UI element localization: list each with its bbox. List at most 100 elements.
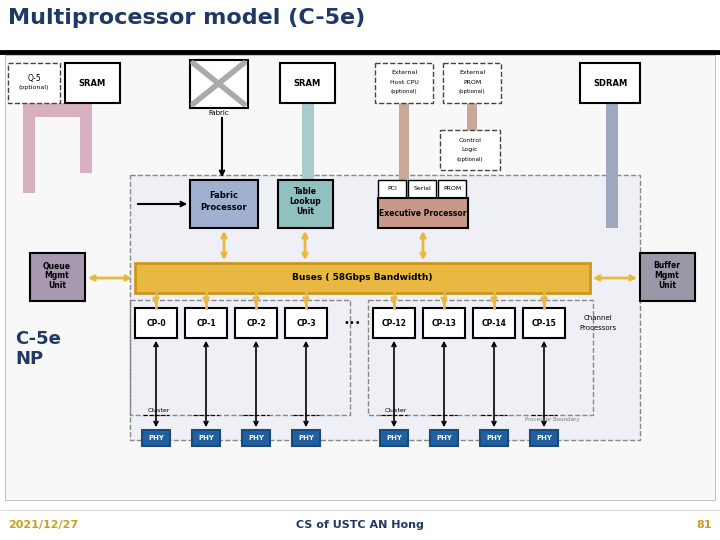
Text: Cluster: Cluster bbox=[385, 408, 408, 413]
Bar bbox=[285, 308, 327, 338]
Text: Unit: Unit bbox=[296, 207, 314, 217]
Bar bbox=[440, 130, 500, 170]
Text: Mgmt: Mgmt bbox=[654, 272, 680, 280]
Bar bbox=[192, 430, 220, 446]
Bar bbox=[185, 308, 227, 338]
Text: (optional): (optional) bbox=[391, 89, 418, 93]
Text: Cluster: Cluster bbox=[148, 408, 171, 413]
Bar bbox=[135, 263, 590, 293]
Text: Logic: Logic bbox=[462, 147, 478, 152]
Text: PHY: PHY bbox=[536, 435, 552, 441]
Text: PROM: PROM bbox=[463, 79, 481, 84]
Bar bbox=[640, 253, 695, 301]
Text: CP-3: CP-3 bbox=[296, 319, 316, 327]
Bar bbox=[443, 63, 501, 103]
Text: C-5e: C-5e bbox=[15, 330, 61, 348]
Bar bbox=[467, 103, 477, 163]
Bar bbox=[142, 430, 170, 446]
Text: Processors: Processors bbox=[580, 325, 616, 331]
Bar bbox=[130, 300, 350, 415]
Bar bbox=[65, 63, 120, 103]
Text: Control: Control bbox=[459, 138, 482, 144]
Bar bbox=[278, 180, 333, 228]
Text: PHY: PHY bbox=[298, 435, 314, 441]
Bar bbox=[302, 103, 314, 183]
Text: PHY: PHY bbox=[148, 435, 164, 441]
Text: SRAM: SRAM bbox=[293, 78, 320, 87]
Bar bbox=[5, 55, 715, 500]
Text: •••: ••• bbox=[343, 318, 361, 328]
Text: CP-12: CP-12 bbox=[382, 319, 406, 327]
Text: Serial: Serial bbox=[413, 186, 431, 192]
Bar bbox=[368, 300, 593, 415]
Bar bbox=[606, 103, 618, 228]
Text: PHY: PHY bbox=[386, 435, 402, 441]
Bar bbox=[8, 63, 60, 103]
Text: 2021/12/27: 2021/12/27 bbox=[8, 520, 78, 530]
Text: External: External bbox=[391, 71, 417, 76]
Text: (optional): (optional) bbox=[19, 85, 49, 91]
Text: PHY: PHY bbox=[198, 435, 214, 441]
Bar bbox=[399, 103, 409, 208]
Bar bbox=[242, 430, 270, 446]
Bar bbox=[190, 60, 248, 108]
Bar bbox=[135, 308, 177, 338]
Bar bbox=[423, 308, 465, 338]
Text: (optional): (optional) bbox=[459, 89, 485, 93]
Text: Multiprocessor model (C-5e): Multiprocessor model (C-5e) bbox=[8, 8, 365, 28]
Text: Table: Table bbox=[294, 187, 317, 197]
Bar bbox=[373, 308, 415, 338]
Text: CP-0: CP-0 bbox=[146, 319, 166, 327]
Text: 81: 81 bbox=[696, 520, 712, 530]
Bar bbox=[530, 430, 558, 446]
Bar bbox=[430, 430, 458, 446]
Text: Q-5: Q-5 bbox=[27, 73, 41, 83]
Text: (optional): (optional) bbox=[456, 157, 483, 161]
Text: Fabric: Fabric bbox=[209, 110, 230, 116]
Text: Queue: Queue bbox=[43, 261, 71, 271]
Bar bbox=[280, 63, 335, 103]
Bar bbox=[473, 308, 515, 338]
Text: CP-1: CP-1 bbox=[196, 319, 216, 327]
Text: External: External bbox=[459, 71, 485, 76]
Text: Channel: Channel bbox=[584, 315, 613, 321]
Text: Buses ( 58Gbps Bandwidth): Buses ( 58Gbps Bandwidth) bbox=[292, 273, 432, 282]
Text: SRAM: SRAM bbox=[78, 78, 106, 87]
Text: Buffer: Buffer bbox=[654, 261, 680, 271]
Bar bbox=[375, 63, 433, 103]
Text: SDRAM: SDRAM bbox=[593, 78, 627, 87]
Bar bbox=[408, 180, 436, 198]
Bar bbox=[580, 63, 640, 103]
Text: Processor: Processor bbox=[201, 202, 247, 212]
Bar bbox=[130, 175, 640, 440]
Text: Mgmt: Mgmt bbox=[45, 272, 69, 280]
Bar bbox=[292, 430, 320, 446]
Text: Executive Processor: Executive Processor bbox=[379, 208, 467, 218]
Text: CP-15: CP-15 bbox=[531, 319, 557, 327]
Bar bbox=[438, 180, 466, 198]
Bar bbox=[378, 180, 406, 198]
Text: Host CPU: Host CPU bbox=[390, 79, 418, 84]
Text: Fabric: Fabric bbox=[210, 192, 238, 200]
Text: CS of USTC AN Hong: CS of USTC AN Hong bbox=[296, 520, 424, 530]
Text: Lookup: Lookup bbox=[289, 198, 321, 206]
Text: CP-14: CP-14 bbox=[482, 319, 506, 327]
Text: PHY: PHY bbox=[486, 435, 502, 441]
Text: CP-2: CP-2 bbox=[246, 319, 266, 327]
Bar bbox=[380, 430, 408, 446]
Bar bbox=[523, 308, 565, 338]
Bar bbox=[30, 253, 85, 301]
Text: PHY: PHY bbox=[248, 435, 264, 441]
Text: CP-13: CP-13 bbox=[431, 319, 456, 327]
Bar bbox=[23, 103, 35, 193]
Bar bbox=[80, 103, 92, 173]
Text: PHY: PHY bbox=[436, 435, 452, 441]
Bar bbox=[480, 430, 508, 446]
Text: NP: NP bbox=[15, 350, 43, 368]
Text: PCI: PCI bbox=[387, 186, 397, 192]
Text: Unit: Unit bbox=[658, 281, 676, 291]
Bar bbox=[378, 198, 468, 228]
Text: Unit: Unit bbox=[48, 281, 66, 291]
Bar bbox=[23, 103, 92, 117]
Text: PROM: PROM bbox=[443, 186, 461, 192]
